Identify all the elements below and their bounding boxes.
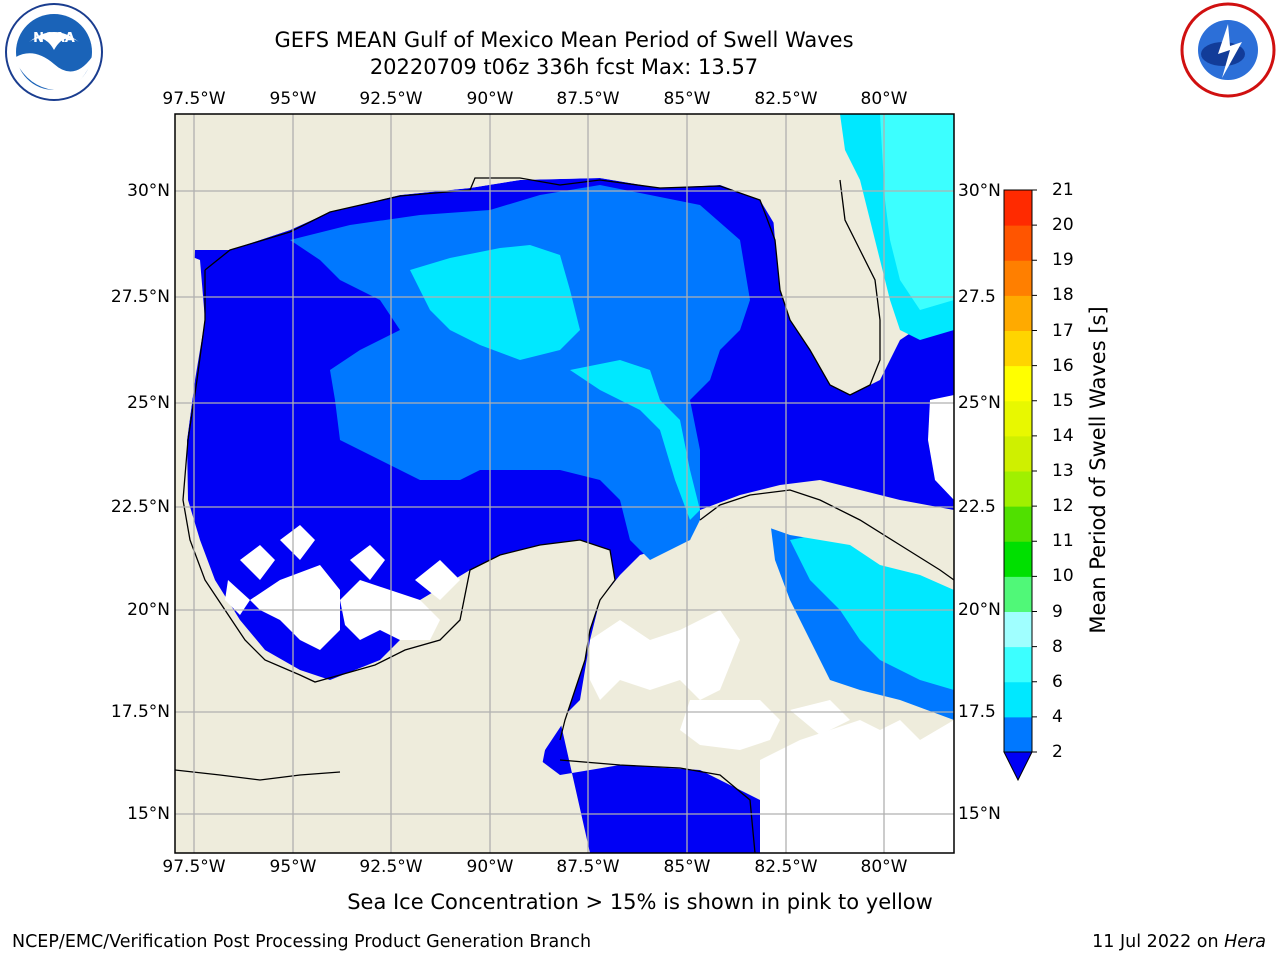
lat-tick-label: 25°N: [127, 393, 170, 413]
lat-tick-label: 17.5: [958, 702, 996, 722]
colorbar-segment: [1004, 541, 1032, 577]
lon-tick-label: 92.5°W: [359, 857, 423, 877]
lat-tick-label: 25°N: [958, 393, 1001, 413]
colorbar-segment: [1004, 611, 1032, 648]
lat-tick-label: 20°N: [127, 600, 170, 620]
colorbar-tick-label: 2: [1052, 742, 1063, 762]
lon-tick-label: 85°W: [663, 857, 711, 877]
colorbar-label: Mean Period of Swell Waves [s]: [1086, 306, 1110, 634]
colorbar-tick-label: 17: [1052, 320, 1074, 341]
land-west: [175, 250, 205, 580]
lat-tick-label: 27.5°N: [110, 287, 170, 307]
ocean-medium-blue-region: [290, 185, 750, 560]
coastline: [175, 177, 954, 853]
colorbar: [1003, 189, 1037, 782]
colorbar-segment: [1004, 295, 1032, 331]
ocean-cyan-patch: [410, 245, 580, 360]
lon-tick-label: 97.5°W: [162, 89, 226, 109]
lon-tick-label: 87.5°W: [556, 89, 620, 109]
lat-tick-label: 15°N: [958, 804, 1001, 824]
lon-tick-label: 82.5°W: [754, 89, 818, 109]
colorbar-segment: [1004, 260, 1032, 296]
colorbar-segment: [1004, 435, 1032, 472]
sea-ice-note: Sea Ice Concentration > 15% is shown in …: [347, 890, 933, 914]
lon-tick-label: 97.5°W: [162, 857, 226, 877]
colorbar-segment: [1004, 190, 1032, 226]
colorbar-tick-label: 4: [1052, 706, 1063, 727]
lon-tick-label: 85°W: [663, 89, 711, 109]
lon-tick-label: 87.5°W: [556, 857, 620, 877]
map-frame: [174, 113, 955, 854]
land-florida: [770, 180, 880, 395]
lon-tick-label: 95°W: [269, 857, 317, 877]
host-name: Hera: [1224, 932, 1266, 952]
lat-tick-label: 17.5°N: [110, 702, 170, 722]
lat-tick-label: 27.5: [958, 287, 996, 307]
lon-tick-label: 92.5°W: [359, 89, 423, 109]
chart-subtitle: 20220709 t06z 336h fcst Max: 13.57: [369, 55, 759, 79]
colorbar-segment: [1004, 716, 1032, 753]
lon-tick-label: 80°W: [860, 89, 908, 109]
date-stamp: 11 Jul 2022 on Hera: [1092, 932, 1266, 952]
lon-tick-label: 90°W: [466, 89, 514, 109]
colorbar-tick-label: 10: [1052, 566, 1074, 587]
colorbar-tick-label: 6: [1052, 671, 1063, 692]
colorbar-tick-label: 21: [1052, 180, 1074, 200]
colorbar-tick-label: 16: [1052, 355, 1074, 376]
lon-tick-label: 82.5°W: [754, 857, 818, 877]
colorbar-tick-label: 15: [1052, 390, 1074, 411]
lat-tick-label: 15°N: [127, 804, 170, 824]
colorbar-tick-label: 14: [1052, 425, 1074, 446]
lat-tick-label: 30°N: [127, 181, 170, 201]
date-text: 11 Jul 2022 on: [1092, 932, 1225, 952]
lat-tick-label: 20°N: [958, 600, 1001, 620]
chart-title: GEFS MEAN Gulf of Mexico Mean Period of …: [274, 28, 854, 52]
colorbar-segment: [1004, 471, 1032, 507]
ocean-light-cyan-east: [880, 114, 954, 310]
colorbar-tick-label: 18: [1052, 285, 1074, 306]
colorbar-tick-label: 8: [1052, 636, 1063, 657]
svg-text:NOAA: NOAA: [33, 31, 75, 46]
colorbar-tick-label: 12: [1052, 496, 1074, 517]
land-yucatan: [175, 540, 615, 853]
land-cuba: [700, 490, 954, 590]
colorbar-extend-triangle: [1003, 751, 1033, 782]
no-data-patches: [225, 395, 954, 853]
colorbar-segment: [1004, 506, 1032, 542]
credit-text: NCEP/EMC/Verification Post Processing Pr…: [12, 932, 592, 952]
colorbar-segment: [1004, 330, 1032, 367]
colorbar-tick-label: 11: [1052, 531, 1074, 552]
colorbar-tick-label: 20: [1052, 215, 1074, 236]
lon-tick-label: 95°W: [269, 89, 317, 109]
colorbar-segment: [1004, 681, 1032, 718]
lon-tick-label: 80°W: [860, 857, 908, 877]
lat-tick-label: 30°N: [958, 181, 1001, 201]
land-north: [175, 114, 840, 260]
lat-tick-label: 22.5: [958, 497, 996, 517]
lon-tick-label: 90°W: [466, 857, 514, 877]
colorbar-segment: [1004, 576, 1032, 612]
lat-tick-label: 22.5°N: [110, 497, 170, 517]
colorbar-tick-label: 13: [1052, 461, 1074, 481]
nws-logo-icon: [1180, 2, 1276, 98]
colorbar-segment: [1004, 400, 1032, 437]
noaa-logo-icon: NOAA: [5, 3, 103, 101]
colorbar-tick-label: 19: [1052, 250, 1074, 271]
colorbar-segment: [1004, 365, 1032, 402]
colorbar-segment: [1004, 225, 1032, 261]
colorbar-tick-label: 9: [1052, 601, 1063, 622]
colorbar-segment: [1004, 646, 1032, 683]
